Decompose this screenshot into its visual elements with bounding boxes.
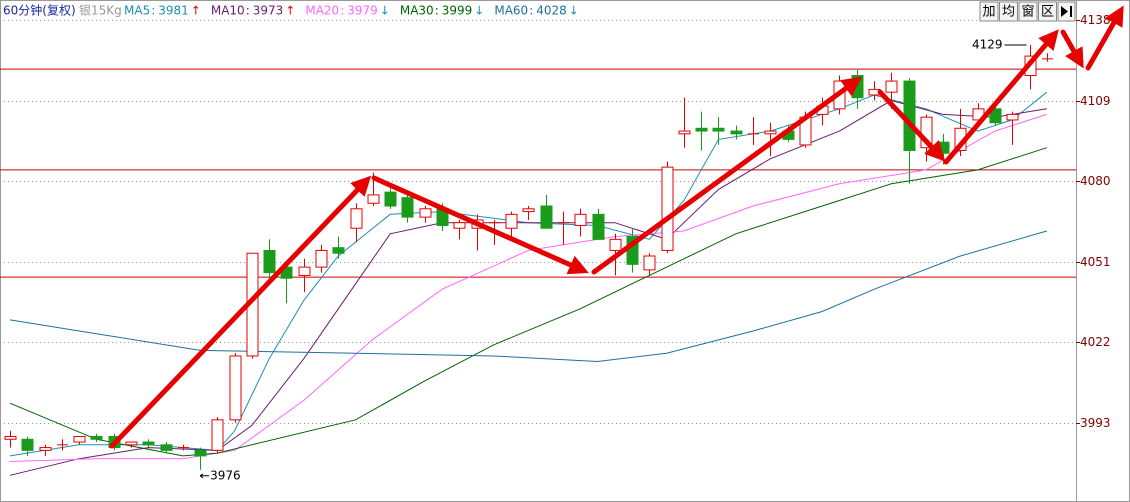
toolbar-button[interactable] (1018, 1, 1038, 22)
header: 60分钟(复权) 银15Kg MA5:3981 ↑ MA10:3973 ↑ MA20:3… (3, 3, 579, 18)
ma-separator: : (151, 4, 155, 18)
candle-body (194, 449, 207, 457)
candle-body (851, 75, 864, 99)
y-tick-label: 4109 (1080, 94, 1111, 108)
ma-value: 3973 (253, 4, 284, 18)
candle-body (229, 355, 242, 421)
candle-body (540, 205, 553, 229)
ma-trend: ↑ (191, 4, 201, 18)
ma-name: MA20 (305, 4, 339, 18)
y-tick-label: 4080 (1080, 174, 1111, 188)
candle-body (592, 213, 605, 240)
toolbar-label[interactable]: 窗 (1021, 4, 1034, 20)
toolbar-button[interactable] (1038, 1, 1057, 22)
y-tick-label: 4022 (1080, 335, 1111, 349)
toolbar-button[interactable] (999, 1, 1018, 22)
candle-body (712, 127, 725, 132)
arrow (109, 175, 372, 449)
ma-separator: : (246, 4, 250, 18)
toolbar-icon[interactable] (1057, 1, 1076, 22)
ma-line (9, 230, 1047, 363)
ma-separator: : (435, 4, 439, 18)
candle-body (522, 208, 535, 213)
reference-lines (0, 68, 1076, 278)
ma-value: 3999 (442, 4, 473, 18)
candle-body (350, 208, 363, 229)
symbol: 银15Kg (79, 4, 122, 18)
candle-body (384, 191, 397, 207)
arrow (371, 175, 589, 275)
arrow (1060, 29, 1084, 69)
y-tick-label: 3993 (1080, 416, 1111, 430)
low-label: 3976 (210, 468, 241, 482)
toolbar: 加均窗区 (979, 1, 1057, 22)
candle-body (142, 441, 155, 446)
candle-body (263, 249, 276, 274)
candle-body (609, 238, 622, 251)
high-label: 4129 (972, 37, 1003, 51)
ma-trend: ↓ (474, 4, 484, 18)
candle-body (643, 255, 656, 271)
candle-body (332, 247, 345, 254)
candle-body (937, 141, 950, 154)
icon (1061, 6, 1072, 17)
y-tick-label: 4138 (1080, 13, 1111, 27)
candle-body (764, 130, 777, 135)
ma-value: 3979 (347, 4, 378, 18)
candle-body (1006, 113, 1019, 121)
candle-body (574, 213, 587, 226)
y-tick-label: 4051 (1080, 255, 1111, 269)
trend-arrows (109, 5, 1124, 449)
candle-body (211, 419, 224, 451)
ma-name: MA5 (124, 4, 150, 18)
ma-trend: ↓ (569, 4, 579, 18)
ma-separator: : (529, 4, 533, 18)
candle-body (90, 435, 103, 440)
ma-value: 4028 (536, 4, 567, 18)
candle-body (125, 441, 138, 446)
candle-body (4, 435, 17, 440)
arrow (877, 89, 946, 162)
candle-body (505, 213, 518, 229)
candle-body (989, 108, 1002, 124)
candle-body (73, 435, 86, 443)
arrow (1085, 5, 1124, 71)
candle-body (661, 166, 674, 251)
candle-body (730, 130, 743, 135)
candle-body (885, 80, 898, 93)
candle-body (298, 266, 311, 276)
arrow (943, 29, 1059, 165)
candle-body (160, 444, 173, 451)
ma-line (9, 91, 1048, 457)
candle-body (39, 447, 52, 451)
candle-body (367, 194, 380, 204)
candle-body (453, 222, 466, 229)
toolbar-label[interactable]: 均 (1002, 5, 1015, 20)
toolbar-label[interactable]: 区 (1041, 5, 1054, 20)
ma-name: MA10 (211, 4, 245, 18)
ma-line (9, 147, 1047, 457)
ma-trend: ↓ (380, 4, 390, 18)
ma-separator: : (340, 4, 344, 18)
candle-body (315, 249, 328, 268)
period: 60分钟(复权) (3, 3, 76, 18)
ma-name: MA60 (494, 4, 528, 18)
candle-body (695, 127, 708, 132)
candle-body (401, 197, 414, 218)
ma-value: 3981 (158, 4, 189, 18)
label-leader (199, 473, 210, 479)
ma-trend: ↑ (285, 4, 295, 18)
toolbar-button[interactable] (979, 1, 999, 22)
arrow (591, 76, 863, 275)
candle-body (21, 438, 34, 451)
candle-body (419, 208, 432, 218)
ma-name: MA30 (400, 4, 434, 18)
candle-body (678, 130, 691, 135)
toolbar-label[interactable]: 加 (982, 5, 995, 20)
